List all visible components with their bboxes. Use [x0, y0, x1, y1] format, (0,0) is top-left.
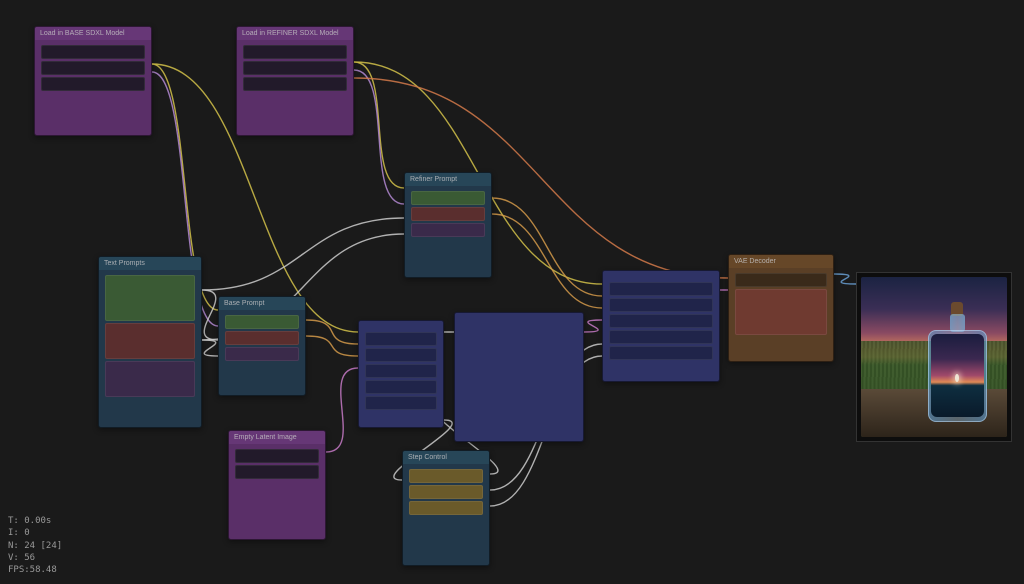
node-slot[interactable] — [365, 332, 437, 346]
node-slot[interactable] — [365, 348, 437, 362]
node-title: Load in BASE SDXL Model — [35, 27, 151, 40]
node-slot[interactable] — [243, 61, 347, 75]
node-slot[interactable] — [365, 396, 437, 410]
node-body — [405, 186, 491, 242]
node-sampler3[interactable] — [602, 270, 720, 382]
node-slot[interactable] — [735, 289, 827, 335]
node-step-control[interactable]: Step Control — [402, 450, 490, 566]
node-slot[interactable] — [411, 191, 485, 205]
node-sampler2[interactable] — [454, 312, 584, 442]
node-slot[interactable] — [105, 275, 195, 321]
node-base-prompt[interactable]: Base Prompt — [218, 296, 306, 396]
node-body — [219, 310, 305, 366]
node-slot[interactable] — [735, 273, 827, 287]
stat-v: V: 56 — [8, 552, 62, 564]
node-title — [455, 313, 583, 319]
node-body — [229, 444, 325, 484]
node-load-base[interactable]: Load in BASE SDXL Model — [34, 26, 152, 136]
node-ref-prompt[interactable]: Refiner Prompt — [404, 172, 492, 278]
node-slot[interactable] — [411, 207, 485, 221]
preview-image — [861, 277, 1007, 437]
stat-iterations: I: 0 — [8, 527, 62, 539]
node-text-prompts[interactable]: Text Prompts — [98, 256, 202, 428]
node-slot[interactable] — [235, 449, 319, 463]
image-preview-node[interactable] — [856, 272, 1012, 442]
node-vae-decode[interactable]: VAE Decoder — [728, 254, 834, 362]
node-slot[interactable] — [243, 45, 347, 59]
node-slot[interactable] — [225, 331, 299, 345]
node-graph-canvas[interactable]: T: 0.00s I: 0 N: 24 [24] V: 56 FPS:58.48… — [0, 0, 1024, 584]
stat-time: T: 0.00s — [8, 515, 62, 527]
node-title: VAE Decoder — [729, 255, 833, 268]
node-slot[interactable] — [41, 77, 145, 91]
node-slot[interactable] — [409, 501, 483, 515]
node-body — [359, 327, 443, 415]
node-slot[interactable] — [225, 347, 299, 361]
node-body — [237, 40, 353, 96]
node-title — [359, 321, 443, 327]
node-body — [35, 40, 151, 96]
node-slot[interactable] — [365, 364, 437, 378]
node-title: Refiner Prompt — [405, 173, 491, 186]
node-slot[interactable] — [41, 61, 145, 75]
node-slot[interactable] — [41, 45, 145, 59]
node-slot[interactable] — [609, 330, 713, 344]
node-sampler1[interactable] — [358, 320, 444, 428]
node-body — [403, 464, 489, 520]
node-slot[interactable] — [243, 77, 347, 91]
performance-stats: T: 0.00s I: 0 N: 24 [24] V: 56 FPS:58.48 — [8, 515, 62, 576]
node-body — [455, 319, 583, 325]
node-slot[interactable] — [235, 465, 319, 479]
node-slot[interactable] — [225, 315, 299, 329]
node-slot[interactable] — [365, 380, 437, 394]
node-body — [729, 268, 833, 340]
node-slot[interactable] — [105, 361, 195, 397]
node-empty-latent[interactable]: Empty Latent Image — [228, 430, 326, 540]
node-title: Base Prompt — [219, 297, 305, 310]
stat-fps: FPS:58.48 — [8, 564, 62, 576]
node-body — [603, 277, 719, 365]
node-slot[interactable] — [105, 323, 195, 359]
node-slot[interactable] — [409, 485, 483, 499]
node-load-ref[interactable]: Load in REFINER SDXL Model — [236, 26, 354, 136]
node-slot[interactable] — [609, 282, 713, 296]
node-slot[interactable] — [609, 346, 713, 360]
node-slot[interactable] — [609, 314, 713, 328]
stat-nodes: N: 24 [24] — [8, 540, 62, 552]
node-title: Text Prompts — [99, 257, 201, 270]
node-title: Load in REFINER SDXL Model — [237, 27, 353, 40]
node-title: Step Control — [403, 451, 489, 464]
node-slot[interactable] — [609, 298, 713, 312]
node-slot[interactable] — [411, 223, 485, 237]
node-slot[interactable] — [409, 469, 483, 483]
node-body — [99, 270, 201, 402]
node-title: Empty Latent Image — [229, 431, 325, 444]
node-title — [603, 271, 719, 277]
